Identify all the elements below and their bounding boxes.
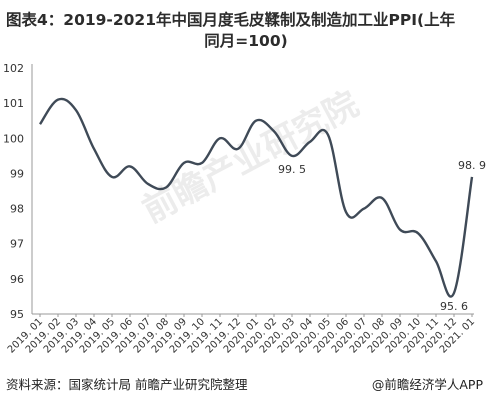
data-label: 99. 5 — [278, 163, 306, 176]
chart-title-line1: 图表4：2019-2021年中国月度毛皮鞣制及制造加工业PPI(上年 — [6, 11, 456, 29]
series-line — [39, 97, 474, 298]
chart-title: 图表4：2019-2021年中国月度毛皮鞣制及制造加工业PPI(上年 同月=10… — [6, 10, 486, 52]
data-label: 95. 6 — [440, 300, 468, 313]
footer: 资料来源：国家统计局 前瞻产业研究院整理 @前瞻经济学人APP — [0, 370, 491, 396]
y-tick-label: 95 — [10, 308, 24, 321]
chart-title-line2: 同月=100) — [204, 32, 288, 50]
brand-label: @前瞻经济学人APP — [371, 377, 483, 392]
y-tick-label: 98 — [10, 203, 24, 216]
y-tick-label: 100 — [3, 132, 24, 145]
y-tick-label: 96 — [10, 273, 24, 286]
y-tick-label: 99 — [10, 167, 24, 180]
source-note: 资料来源：国家统计局 前瞻产业研究院整理 — [6, 377, 248, 392]
y-tick-label: 97 — [10, 238, 24, 251]
data-label: 98. 9 — [458, 159, 486, 172]
y-tick-label: 101 — [3, 97, 24, 110]
y-tick-label: 102 — [3, 62, 24, 75]
